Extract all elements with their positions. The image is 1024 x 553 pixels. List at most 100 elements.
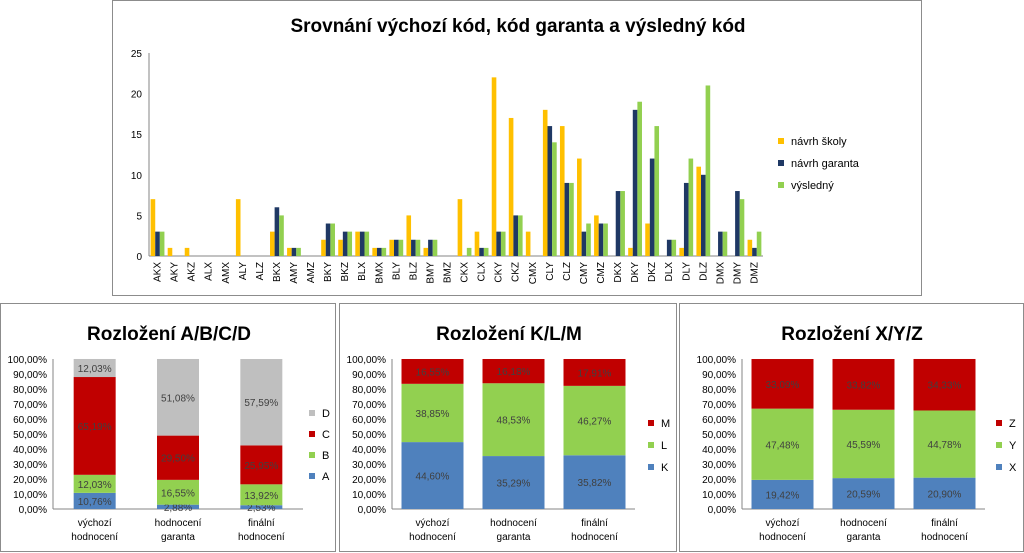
legend-swatch: [778, 160, 784, 166]
x-tick-label: BLZ: [408, 262, 419, 280]
bar: [598, 223, 604, 256]
stacked-chart-klm: Rozložení K/L/M 0,00% 10,00% 20,00% 30,00% 40…: [347, 324, 671, 543]
bar: [184, 247, 190, 256]
bar: [508, 117, 514, 257]
bar-segment: [157, 504, 199, 509]
legend-label: L: [661, 440, 667, 452]
x-tick-label: ALY: [238, 262, 249, 280]
y-tick-label: 90,00%: [13, 370, 47, 381]
x-tick-label: hodnocení: [921, 532, 968, 543]
data-label: 65,19%: [78, 422, 112, 433]
bar-segment: [913, 477, 976, 509]
y-tick-label: 0,00%: [708, 505, 736, 516]
y-tick-label: 50,00%: [13, 430, 47, 441]
y-tick-label: 60,00%: [13, 415, 47, 426]
bar-segment: [563, 455, 626, 509]
stacked-chart-abcd-panel: Rozložení A/B/C/D 0,00% 10,00% 20,00% 30,00%…: [0, 303, 336, 552]
y-tick-label: 100,00%: [347, 355, 387, 366]
data-label: 35,82%: [578, 478, 612, 489]
y-tick-label: 20,00%: [352, 475, 386, 486]
x-tick-label: hodnocení: [571, 532, 618, 543]
bar: [423, 247, 429, 256]
y-tick-label: 25: [131, 49, 143, 60]
x-tick-label: AKY: [170, 262, 181, 282]
x-tick-label: BMX: [374, 262, 385, 284]
bar: [517, 215, 523, 256]
bar: [735, 191, 740, 256]
data-label: 44,78%: [928, 440, 962, 451]
legend-swatch: [309, 452, 315, 458]
bar: [620, 191, 625, 256]
bar-segment: [482, 359, 545, 384]
stacked-chart-xyz-panel: Rozložení X/Y/Z 0,00% 10,00% 20,00% 30,00% 40…: [679, 303, 1024, 552]
bar: [376, 247, 382, 256]
bar: [701, 174, 706, 256]
bar-segment: [913, 358, 976, 411]
bar-segment: [157, 435, 199, 480]
x-tick-label: CKX: [460, 262, 471, 283]
bar-segment: [832, 359, 895, 410]
bar: [330, 223, 335, 256]
bar: [586, 223, 591, 256]
x-tick-label: DMZ: [749, 262, 760, 284]
x-tick-label: DKZ: [647, 262, 658, 282]
data-label: 16,55%: [161, 488, 195, 499]
bar: [364, 231, 370, 256]
x-tick-label: CLZ: [562, 262, 573, 281]
bar: [581, 231, 587, 256]
bar: [325, 223, 331, 256]
bar: [474, 231, 480, 256]
bar-segment: [832, 478, 895, 509]
bar: [718, 231, 723, 256]
x-tick-label: DMX: [715, 262, 726, 285]
data-label: 20,90%: [928, 489, 962, 500]
bar: [559, 126, 565, 256]
x-tick-label: BMZ: [442, 262, 453, 283]
data-label: 45,59%: [847, 440, 881, 451]
y-tick-label: 40,00%: [702, 445, 736, 456]
bar: [569, 182, 574, 256]
bar: [552, 142, 557, 256]
bar: [637, 101, 642, 256]
bar: [577, 158, 582, 256]
x-tick-label: výchozí: [416, 518, 450, 529]
bar: [513, 215, 518, 256]
x-tick-label: BLY: [391, 262, 402, 280]
x-tick-label: hodnocení: [71, 532, 118, 543]
bar: [338, 239, 343, 256]
bar: [372, 247, 377, 256]
x-tick-label: BMY: [425, 262, 436, 284]
bar: [594, 215, 599, 256]
bar-segment: [157, 358, 199, 436]
y-tick-label: 5: [136, 211, 142, 222]
bar: [466, 247, 472, 256]
bar: [457, 199, 463, 256]
bar: [359, 231, 365, 256]
y-tick-label: 0,00%: [358, 505, 386, 516]
bar: [496, 231, 501, 256]
bar: [381, 247, 387, 256]
y-tick-label: 10,00%: [352, 490, 386, 501]
grouped-bar-chart: Srovnání výchozí kód, kód garanta a výsl…: [131, 16, 860, 285]
bar: [628, 247, 633, 256]
y-tick-label: 80,00%: [13, 385, 47, 396]
x-tick-label: výchozí: [766, 518, 800, 529]
bar: [411, 239, 416, 256]
x-tick-label: ALX: [204, 262, 215, 281]
legend-swatch: [778, 138, 784, 144]
x-tick-label: DKX: [613, 262, 624, 283]
bar: [722, 231, 728, 256]
x-tick-label: finální: [248, 518, 275, 529]
bar: [632, 109, 638, 256]
bar-segment: [73, 474, 116, 493]
bar: [321, 239, 326, 256]
x-tick-label: hodnocení: [238, 532, 285, 543]
bar: [342, 231, 348, 256]
bar: [432, 239, 438, 256]
x-tick-label: garanta: [497, 532, 531, 543]
chart-title: Srovnání výchozí kód, kód garanta a výsl…: [290, 16, 745, 37]
bar: [683, 182, 689, 256]
y-tick-label: 30,00%: [352, 460, 386, 471]
bar-segment: [240, 445, 283, 485]
x-tick-label: CMY: [579, 262, 590, 285]
